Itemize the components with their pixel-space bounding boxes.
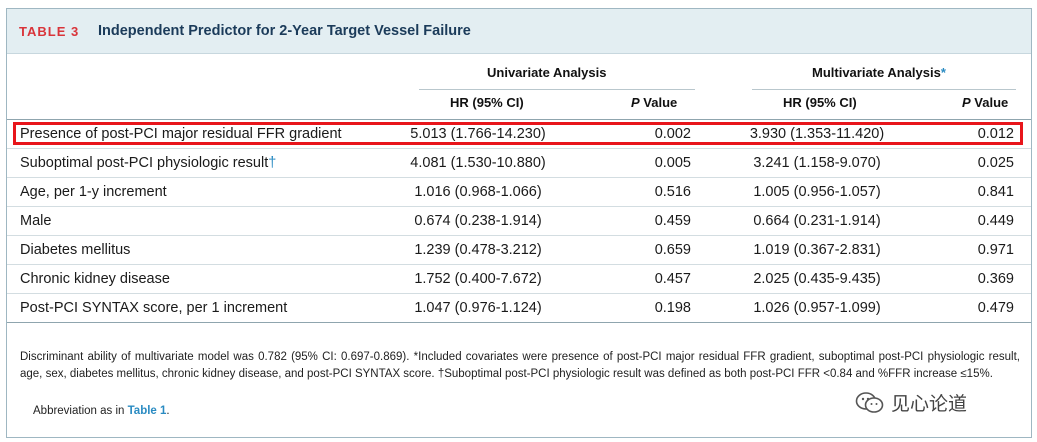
row-p-multivariate: 0.479 — [977, 300, 1014, 316]
table-row: Diabetes mellitus 1.239 (0.478-3.212) 0.… — [7, 236, 1031, 265]
row-variable-text: Suboptimal post-PCI physiologic result — [20, 155, 269, 171]
table-row: Chronic kidney disease 1.752 (0.400-7.67… — [7, 265, 1031, 294]
row-hr-multivariate: 3.930 (1.353-11.420) — [749, 126, 885, 142]
row-p-multivariate: 0.841 — [977, 184, 1014, 200]
univariate-group-label: Univariate Analysis — [487, 65, 607, 80]
col-header-p-univariate: P Value — [631, 95, 677, 110]
univariate-divider — [419, 89, 695, 90]
header-divider — [7, 119, 1031, 120]
table-title-bar: TABLE 3 Independent Predictor for 2-Year… — [7, 9, 1031, 54]
row-p-univariate: 0.198 — [654, 300, 691, 316]
row-variable: Suboptimal post-PCI physiologic result† — [20, 155, 276, 171]
row-hr-univariate: 4.081 (1.530-10.880) — [410, 155, 546, 171]
row-variable: Presence of post-PCI major residual FFR … — [20, 126, 342, 142]
multivariate-group-label: Multivariate Analysis — [812, 65, 941, 80]
row-hr-multivariate: 3.241 (1.158-9.070) — [753, 155, 881, 171]
col-header-hr-univariate: HR (95% CI) — [450, 95, 524, 110]
row-p-univariate: 0.659 — [654, 242, 691, 258]
abbreviation-prefix: Abbreviation as in — [33, 405, 128, 417]
table-row: Post-PCI SYNTAX score, per 1 increment 1… — [7, 294, 1031, 323]
table-label: TABLE 3 — [19, 24, 80, 39]
row-p-univariate: 0.005 — [654, 155, 691, 171]
highlight-box — [13, 122, 1023, 145]
row-variable: Age, per 1-y increment — [20, 184, 167, 200]
univariate-group-header: Univariate Analysis — [487, 65, 606, 80]
watermark-text: 见心论道 — [891, 393, 968, 415]
row-hr-univariate: 1.752 (0.400-7.672) — [414, 271, 542, 287]
table-title: Independent Predictor for 2-Year Target … — [98, 23, 471, 39]
row-hr-multivariate: 2.025 (0.435-9.435) — [753, 271, 881, 287]
col-header-p-multivariate: P Value — [962, 95, 1008, 110]
p-suffix: Value — [970, 95, 1009, 110]
row-p-univariate: 0.459 — [654, 213, 691, 229]
row-hr-multivariate: 1.019 (0.367-2.831) — [753, 242, 881, 258]
row-variable: Chronic kidney disease — [20, 271, 170, 287]
row-hr-multivariate: 1.005 (0.956-1.057) — [753, 184, 881, 200]
row-p-univariate: 0.002 — [654, 126, 691, 142]
multivariate-divider — [752, 89, 1016, 90]
row-hr-multivariate: 0.664 (0.231-1.914) — [753, 213, 881, 229]
row-hr-multivariate: 1.026 (0.957-1.099) — [753, 300, 881, 316]
table-row: Presence of post-PCI major residual FFR … — [7, 120, 1031, 149]
p-suffix: Value — [639, 95, 678, 110]
row-p-multivariate: 0.025 — [977, 155, 1014, 171]
row-variable: Diabetes mellitus — [20, 242, 131, 258]
table-row: Male 0.674 (0.238-1.914) 0.459 0.664 (0.… — [7, 207, 1031, 236]
col-header-hr-multivariate: HR (95% CI) — [783, 95, 857, 110]
p-italic: P — [962, 95, 971, 110]
row-p-multivariate: 0.971 — [977, 242, 1014, 258]
row-hr-univariate: 5.013 (1.766-14.230) — [410, 126, 546, 142]
p-italic: P — [631, 95, 640, 110]
dagger-footnote-mark: † — [268, 155, 277, 171]
row-hr-univariate: 1.016 (0.968-1.066) — [414, 184, 542, 200]
row-p-univariate: 0.457 — [654, 271, 691, 287]
watermark: 见心论道 — [855, 389, 967, 416]
row-variable: Male — [20, 213, 52, 229]
table-row: Age, per 1-y increment 1.016 (0.968-1.06… — [7, 178, 1031, 207]
row-variable: Post-PCI SYNTAX score, per 1 increment — [20, 300, 288, 316]
table-row: Suboptimal post-PCI physiologic result† … — [7, 149, 1031, 178]
multivariate-group-header: Multivariate Analysis* — [812, 65, 946, 80]
row-p-univariate: 0.516 — [654, 184, 691, 200]
row-p-multivariate: 0.449 — [977, 213, 1014, 229]
row-hr-univariate: 1.239 (0.478-3.212) — [414, 242, 542, 258]
table-1-link[interactable]: Table 1 — [127, 405, 167, 417]
row-hr-univariate: 0.674 (0.238-1.914) — [414, 213, 542, 229]
row-p-multivariate: 0.369 — [977, 271, 1014, 287]
row-hr-univariate: 1.047 (0.976-1.124) — [414, 300, 542, 316]
table-footnote: Discriminant ability of multivariate mod… — [20, 351, 1020, 380]
multivariate-footnote-mark: * — [940, 65, 946, 80]
abbreviation-note: Abbreviation as in Table 1. — [33, 405, 170, 417]
wechat-icon — [855, 391, 885, 415]
table-container: TABLE 3 Independent Predictor for 2-Year… — [6, 8, 1032, 438]
row-p-multivariate: 0.012 — [977, 126, 1014, 142]
abbreviation-suffix: . — [166, 405, 170, 417]
